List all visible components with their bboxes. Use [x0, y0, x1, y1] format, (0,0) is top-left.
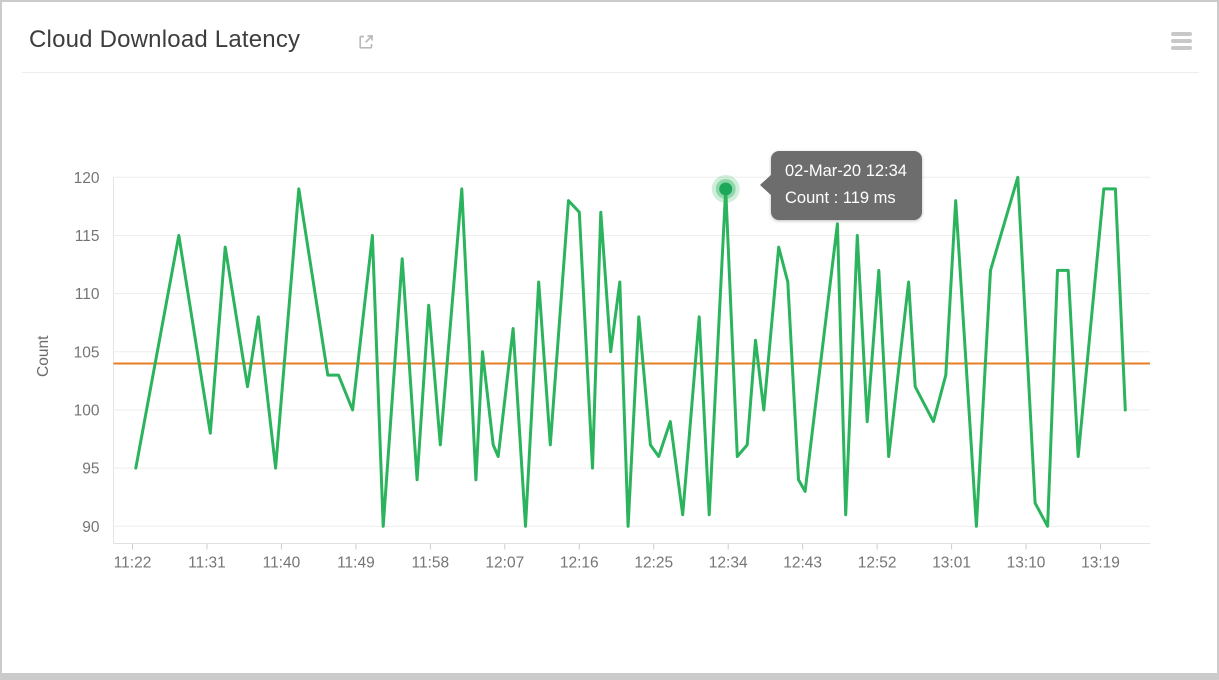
- x-tick-label: 11:58: [412, 555, 450, 572]
- tooltip: 02-Mar-20 12:34 Count : 119 ms: [760, 151, 922, 220]
- tooltip-datetime: 02-Mar-20 12:34: [785, 162, 907, 180]
- x-tick-label: 12:43: [783, 555, 822, 572]
- x-tick-label: 11:22: [114, 555, 152, 572]
- external-link-icon[interactable]: [357, 33, 375, 51]
- y-axis-title: Count: [35, 335, 52, 377]
- x-tick-label: 13:19: [1081, 555, 1120, 572]
- y-tick-label: 95: [82, 461, 99, 478]
- x-tick-label: 12:16: [560, 555, 599, 572]
- y-tick-label: 115: [75, 228, 100, 245]
- latency-line-series[interactable]: [134, 175, 1127, 528]
- y-tick-label: 90: [82, 519, 100, 536]
- x-tick-label: 12:34: [709, 555, 748, 572]
- y-tick-label: 105: [74, 344, 100, 361]
- x-tick-label: 13:10: [1007, 555, 1046, 572]
- highlight-point[interactable]: [719, 182, 733, 196]
- y-tick-label: 110: [75, 286, 100, 303]
- x-tick-label: 11:31: [188, 555, 226, 572]
- tooltip-arrow-icon: [760, 174, 772, 196]
- menu-bar: [1171, 32, 1192, 36]
- x-tick-label: 12:25: [634, 555, 673, 572]
- y-tick-label: 120: [74, 170, 100, 187]
- menu-bar: [1171, 38, 1192, 43]
- tooltip-value: Count : 119 ms: [785, 189, 896, 207]
- x-tick-label: 11:40: [263, 555, 301, 572]
- menu-bar: [1171, 45, 1192, 50]
- page-title: Cloud Download Latency: [29, 26, 301, 53]
- y-tick-label: 100: [74, 402, 100, 419]
- x-tick-label: 12:52: [858, 555, 897, 572]
- x-tick-label: 13:01: [932, 555, 971, 572]
- menu-icon[interactable]: [1171, 32, 1192, 50]
- header-divider: [22, 72, 1199, 73]
- x-tick-label: 11:49: [337, 555, 375, 572]
- x-tick-label: 12:07: [485, 555, 524, 572]
